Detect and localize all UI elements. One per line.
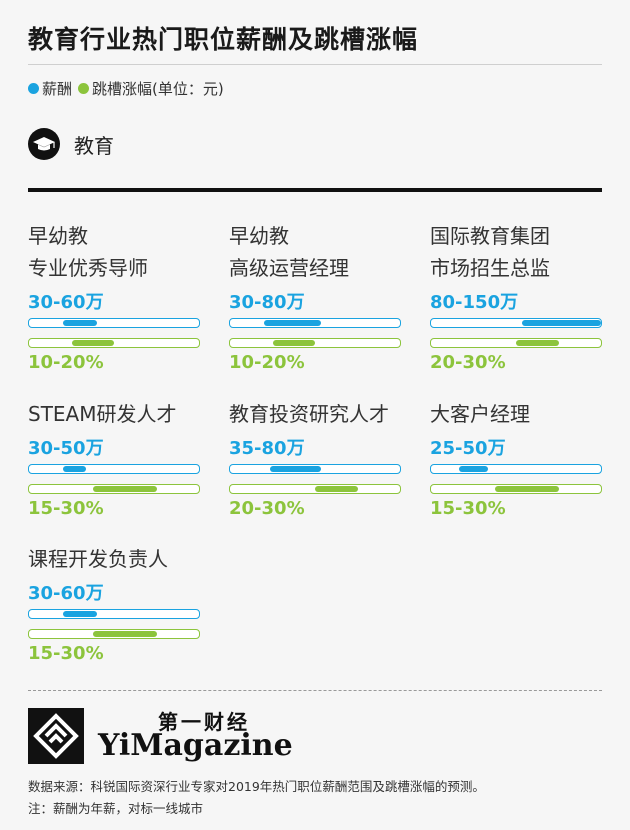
jump-bar <box>516 340 559 346</box>
legend-swatch-salary <box>28 83 39 94</box>
jump-bar <box>494 486 559 492</box>
jump-track <box>229 338 401 348</box>
salary-bar <box>63 611 97 617</box>
category-label: 教育 <box>74 133 114 158</box>
job-title-line1: 国际教育集团 <box>430 224 550 248</box>
jump-track <box>430 338 602 348</box>
job-card: 课程开发负责人 30-60万 15-30% <box>28 543 203 664</box>
salary-bar <box>63 466 86 472</box>
footer-divider <box>28 690 602 691</box>
jump-bar <box>71 340 114 346</box>
jump-range-label: 15-30% <box>430 498 506 519</box>
legend-label-jump: 跳槽涨幅(单位：元) <box>92 80 224 98</box>
salary-track <box>28 609 200 619</box>
footnote: 注：薪酬为年薪，对标一线城市 <box>28 801 204 816</box>
jump-bar <box>315 486 358 492</box>
salary-range-label: 30-60万 <box>28 292 104 313</box>
jump-range-label: 20-30% <box>229 498 305 519</box>
legend-swatch-jump <box>78 83 90 94</box>
job-title-line1: 早幼教 <box>28 224 88 248</box>
legend-item-jump: 跳槽涨幅(单位：元) <box>78 78 224 99</box>
job-card: 大客户经理 25-50万 15-30% <box>430 398 605 519</box>
brand-english: YiMagazine <box>98 728 293 763</box>
jump-bar <box>92 631 157 637</box>
job-title-line1: 教育投资研究人才 <box>229 402 389 426</box>
jump-range-label: 15-30% <box>28 498 104 519</box>
job-title-line1: 课程开发负责人 <box>28 547 168 571</box>
jump-bar <box>92 486 157 492</box>
salary-bar <box>459 466 488 472</box>
brand-chinese: 第一财经 <box>158 710 250 734</box>
legend: 薪酬 跳槽涨幅(单位：元) <box>28 78 230 99</box>
salary-bar <box>521 320 601 326</box>
salary-track <box>430 464 602 474</box>
jump-track <box>28 484 200 494</box>
salary-range-label: 30-80万 <box>229 292 305 313</box>
jump-track <box>229 484 401 494</box>
job-title-line1: STEAM研发人才 <box>28 402 177 426</box>
salary-track <box>430 318 602 328</box>
yimagazine-logo-icon <box>28 708 84 764</box>
job-card: 国际教育集团 市场招生总监 80-150万 20-30% <box>430 220 605 373</box>
job-card: STEAM研发人才 30-50万 15-30% <box>28 398 203 519</box>
salary-track <box>28 318 200 328</box>
category-header: 教育 <box>28 128 114 160</box>
legend-label-salary: 薪酬 <box>42 80 73 98</box>
jump-range-label: 20-30% <box>430 352 506 373</box>
legend-item-salary: 薪酬 <box>28 78 72 99</box>
job-title-line1: 大客户经理 <box>430 402 530 426</box>
job-title-line2: 专业优秀导师 <box>28 256 148 280</box>
graduation-cap-icon <box>28 128 60 160</box>
jump-range-label: 15-30% <box>28 643 104 664</box>
jump-range-label: 10-20% <box>28 352 104 373</box>
chart-title: 教育行业热门职位薪酬及跳槽涨幅 <box>28 25 419 54</box>
jump-track <box>28 629 200 639</box>
salary-bar <box>63 320 97 326</box>
job-title-line2: 市场招生总监 <box>430 256 550 280</box>
salary-range-label: 30-50万 <box>28 438 104 459</box>
salary-track <box>229 464 401 474</box>
section-divider <box>28 188 602 192</box>
source-note: 数据来源：科锐国际资深行业专家对2019年热门职位薪酬范围及跳槽涨幅的预测。 <box>28 779 485 794</box>
job-card: 早幼教高级运营经理 30-80万 10-20% <box>229 220 404 373</box>
job-card: 教育投资研究人才 35-80万 20-30% <box>229 398 404 519</box>
jump-bar <box>272 340 315 346</box>
salary-range-label: 30-60万 <box>28 583 104 604</box>
salary-track <box>28 464 200 474</box>
salary-range-label: 35-80万 <box>229 438 305 459</box>
title-divider <box>28 64 602 65</box>
salary-range-label: 25-50万 <box>430 438 506 459</box>
jump-range-label: 10-20% <box>229 352 305 373</box>
salary-range-label: 80-150万 <box>430 292 519 313</box>
job-title-line1: 早幼教 <box>229 224 289 248</box>
salary-track <box>229 318 401 328</box>
salary-bar <box>269 466 321 472</box>
salary-bar <box>264 320 321 326</box>
jump-track <box>28 338 200 348</box>
job-card: 早幼教专业优秀导师 30-60万 10-20% <box>28 220 203 373</box>
jump-track <box>430 484 602 494</box>
job-title-line2: 高级运营经理 <box>229 256 349 280</box>
